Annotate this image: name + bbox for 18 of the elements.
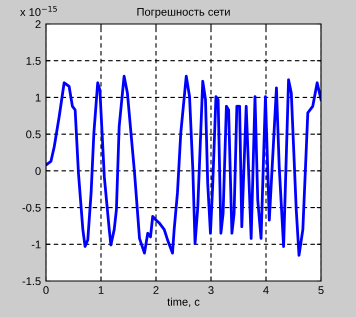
y-tick-label: 0 — [35, 167, 41, 175]
x-tick-label: 5 — [318, 286, 324, 294]
text: x 10$^{−15}$ — [20, 6, 57, 16]
y-tick-label: 0.5 — [26, 130, 41, 138]
line-series — [46, 74, 321, 257]
y-tick-label: -1 — [32, 240, 41, 248]
y-tick-label: 1.5 — [26, 57, 41, 65]
x-tick-label: 3 — [208, 286, 214, 294]
x-tick-label: 4 — [263, 286, 269, 294]
x-tick-label: 0 — [43, 286, 49, 294]
chart-title: Погрешность сети — [137, 8, 230, 18]
y-tick-label: 1 — [36, 94, 41, 102]
y-tick-label: 2 — [36, 20, 41, 28]
y-tick-label: -0.5 — [22, 204, 41, 212]
x-axis-title: time, c — [167, 298, 200, 308]
x-tick-label: 2 — [153, 286, 159, 294]
y-tick-label: -1.5 — [22, 277, 41, 286]
x-tick-label: 1 — [98, 286, 104, 294]
